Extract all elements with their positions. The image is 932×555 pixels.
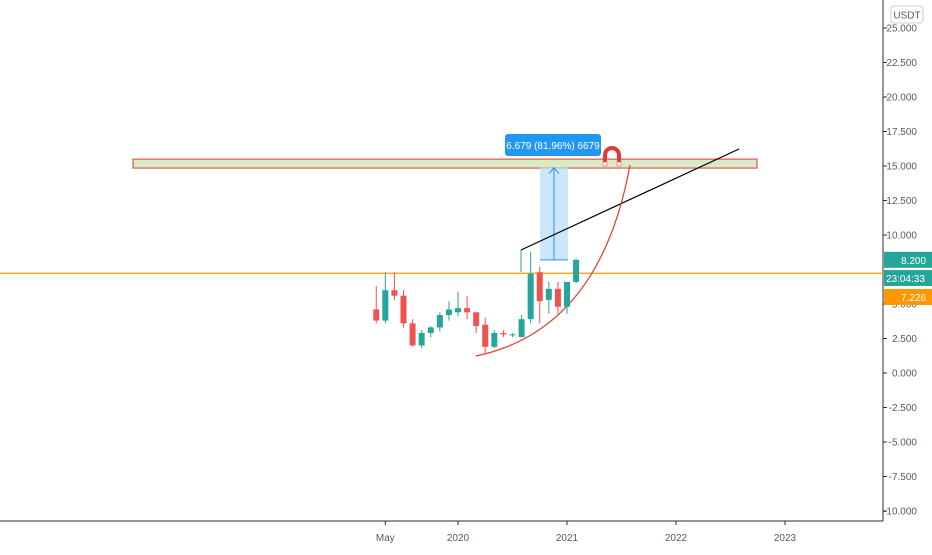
candle-body — [527, 273, 534, 320]
candle-body — [509, 334, 516, 336]
measure-arrow-head — [548, 166, 560, 174]
candle-body — [554, 288, 561, 307]
current-price-box — [884, 251, 932, 268]
candle-body — [382, 290, 389, 321]
price-tick-label: 17.500 — [886, 127, 917, 138]
price-tick-label: 12.500 — [886, 196, 917, 207]
drawings-layer[interactable] — [0, 148, 883, 357]
price-tick-label: 15.000 — [886, 162, 917, 173]
candle-body — [536, 272, 543, 302]
candle[interactable] — [545, 281, 552, 314]
price-tick-label: -10.000 — [883, 507, 917, 518]
countdown-text: 23:04:33 — [886, 274, 925, 285]
overlays-layer: 6.679 (81.96%) 6679 8.200 23:04:33 7.226 — [505, 134, 932, 305]
candle[interactable] — [527, 251, 534, 324]
candle-body — [391, 290, 398, 296]
candle[interactable] — [445, 301, 452, 321]
candle[interactable] — [473, 312, 480, 333]
candle[interactable] — [554, 281, 561, 314]
candle[interactable] — [391, 272, 398, 300]
currency-badge[interactable]: USDT — [890, 5, 924, 24]
candle-body — [464, 308, 471, 313]
candle-body — [373, 309, 380, 321]
candle[interactable] — [482, 317, 489, 354]
candle[interactable] — [500, 330, 507, 338]
trend-line[interactable] — [520, 148, 740, 251]
candle[interactable] — [436, 312, 443, 332]
price-tick-label: -5.000 — [889, 438, 918, 449]
candle-body — [482, 324, 489, 347]
candle[interactable] — [382, 272, 389, 324]
line-price-box — [884, 289, 932, 305]
candle[interactable] — [455, 291, 461, 317]
measure-label: 6.679 (81.96%) 6679 — [505, 134, 601, 156]
currency-badge-box — [890, 5, 924, 24]
candle-body — [418, 332, 425, 346]
candles-layer[interactable] — [373, 251, 580, 354]
candle[interactable] — [400, 290, 407, 328]
line-price-label: 7.226 — [884, 289, 932, 305]
measure-label-box — [505, 134, 601, 156]
candle[interactable] — [464, 295, 471, 320]
time-tick-label: 2023 — [774, 533, 797, 544]
measure-label-text: 6.679 (81.96%) 6679 — [506, 141, 600, 152]
candle-body — [445, 309, 452, 316]
magnet-icon-tip-right — [616, 161, 622, 167]
candle-body — [455, 308, 461, 313]
price-tick-label: 10.000 — [886, 231, 917, 242]
candle-body — [545, 288, 552, 300]
candle[interactable] — [418, 330, 425, 349]
countdown-label: 23:04:33 — [884, 270, 932, 286]
candle[interactable] — [564, 281, 570, 314]
candle[interactable] — [427, 326, 434, 338]
candle-body — [427, 327, 434, 333]
time-tick-label: 2020 — [447, 533, 470, 544]
current-price-text: 8.200 — [901, 256, 926, 267]
price-tick-label: 2.500 — [892, 334, 917, 345]
resistance-zone-box[interactable] — [132, 158, 758, 169]
magnet-icon-arc — [603, 146, 621, 165]
candle[interactable] — [491, 330, 498, 349]
candle[interactable] — [536, 266, 543, 324]
candle-body — [436, 315, 443, 328]
time-tick-label: 2021 — [556, 533, 579, 544]
candle-body — [573, 259, 580, 282]
parabolic-curve[interactable] — [475, 164, 631, 357]
candle-body — [518, 319, 525, 338]
time-tick-label: May — [376, 533, 395, 544]
time-axis[interactable]: May 2020 2021 2022 2023 — [376, 521, 797, 544]
candle[interactable] — [373, 286, 380, 324]
magnet-icon[interactable] — [602, 146, 622, 167]
candle[interactable] — [573, 258, 580, 284]
price-tick-label: -7.500 — [889, 472, 918, 483]
currency-badge-label: USDT — [893, 11, 920, 22]
price-tick-label: -2.500 — [889, 403, 918, 414]
candle-body — [564, 281, 570, 307]
candle-body — [491, 332, 498, 347]
price-tick-label: 20.000 — [886, 93, 917, 104]
candle-body — [500, 332, 507, 335]
candle-body — [473, 312, 480, 327]
time-tick-label: 2022 — [665, 533, 688, 544]
price-tick-label: 0.000 — [892, 369, 917, 380]
line-price-text: 7.226 — [901, 293, 926, 304]
candle[interactable] — [509, 332, 516, 338]
price-tick-label: 25.000 — [886, 24, 917, 35]
candle-body — [400, 295, 407, 324]
current-price-label[interactable]: 8.200 — [884, 251, 932, 268]
candle[interactable] — [518, 315, 525, 338]
candle[interactable] — [409, 319, 416, 347]
candle-body — [409, 323, 416, 346]
price-tick-label: 22.500 — [886, 58, 917, 69]
magnet-icon-tip-left — [602, 161, 608, 167]
countdown-box — [884, 270, 932, 286]
